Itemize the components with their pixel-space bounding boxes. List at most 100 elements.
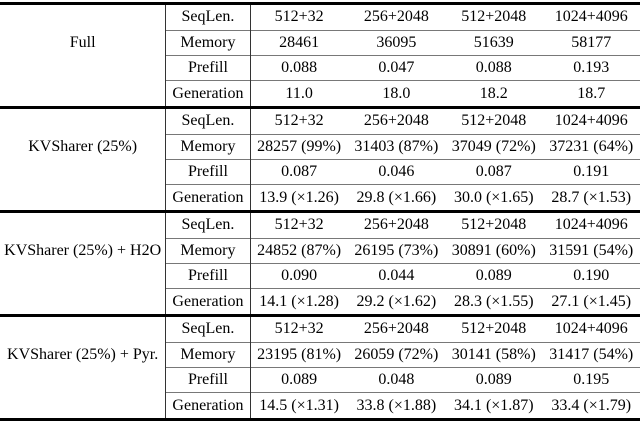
data-cell: 23195 (81%) [250,341,348,368]
data-cell: 58177 [542,29,640,56]
data-cell: 256+2048 [347,2,446,31]
data-cell: 0.087 [250,158,348,185]
row-header: Memory [165,29,251,56]
data-cell: 14.5 (×1.31) [250,392,348,420]
table-row: Full SeqLen. 512+32 256+2048 512+2048 10… [0,2,640,108]
data-cell: 512+2048 [445,2,543,31]
table-row: Prefill 0.089 0.048 0.089 0.195 [0,366,640,393]
data-cell: 31591 (54%) [542,237,640,264]
table-row: KVSharer (25%) SeqLen. 512+32 256+2048 5… [0,105,640,212]
data-cell: 1024+4096 [542,2,640,31]
data-cell: 0.191 [542,158,640,185]
data-cell: 18.0 [347,80,446,108]
data-cell: 31403 (87%) [347,133,446,160]
data-cell: 256+2048 [347,209,446,239]
table-row: Memory 28461 36095 51639 58177 [0,29,640,56]
data-cell: 33.4 (×1.79) [542,392,640,420]
data-cell: 1024+4096 [542,209,640,239]
data-cell: 0.089 [250,366,348,393]
data-cell: 0.090 [250,262,348,289]
data-cell: 512+2048 [445,105,543,135]
data-cell: 0.088 [250,54,348,81]
section-label: Full [0,2,166,108]
data-cell: 26195 (73%) [347,237,446,264]
table-row: Prefill 0.090 0.044 0.089 0.190 [0,262,640,289]
data-cell: 512+32 [250,105,348,135]
data-cell: 0.047 [347,54,446,81]
table-row: Prefill 0.087 0.046 0.087 0.191 [0,158,640,185]
table-row: Generation 14.1 (×1.28) 29.2 (×1.62) 28.… [0,288,640,316]
data-cell: 28.3 (×1.55) [445,288,543,316]
row-header: Prefill [165,366,251,393]
data-cell: 30891 (60%) [445,237,543,264]
data-cell: 27.1 (×1.45) [542,288,640,316]
row-header: SeqLen. [165,313,251,343]
data-cell: 18.2 [445,80,543,108]
table-row: KVSharer (25%) + H2O SeqLen. 512+32 256+… [0,209,640,316]
data-cell: 34.1 (×1.87) [445,392,543,420]
row-header: Generation [165,80,251,108]
data-cell: 0.089 [445,262,543,289]
data-cell: 0.089 [445,366,543,393]
table-row: Memory 28257 (99%) 31403 (87%) 37049 (72… [0,133,640,160]
row-header: SeqLen. [165,105,251,135]
data-cell: 1024+4096 [542,105,640,135]
section-label: KVSharer (25%) + Pyr. [0,313,166,420]
data-cell: 30.0 (×1.65) [445,184,543,212]
data-cell: 37231 (64%) [542,133,640,160]
data-cell: 512+32 [250,209,348,239]
data-cell: 28461 [250,29,348,56]
data-cell: 0.195 [542,366,640,393]
data-cell: 0.046 [347,158,446,185]
data-cell: 0.190 [542,262,640,289]
row-header: Memory [165,341,251,368]
data-cell: 24852 (87%) [250,237,348,264]
data-cell: 11.0 [250,80,348,108]
data-cell: 512+32 [250,313,348,343]
table-row: Generation 13.9 (×1.26) 29.8 (×1.66) 30.… [0,184,640,212]
row-header: Prefill [165,54,251,81]
row-header: Generation [165,288,251,316]
row-header: Memory [165,237,251,264]
data-cell: 33.8 (×1.88) [347,392,446,420]
section-label: KVSharer (25%) + H2O [0,209,166,316]
data-cell: 256+2048 [347,105,446,135]
table-row: Prefill 0.088 0.047 0.088 0.193 [0,54,640,81]
data-cell: 14.1 (×1.28) [250,288,348,316]
data-cell: 0.193 [542,54,640,81]
data-cell: 13.9 (×1.26) [250,184,348,212]
section-label: KVSharer (25%) [0,105,166,212]
data-cell: 0.044 [347,262,446,289]
data-cell: 37049 (72%) [445,133,543,160]
data-cell: 1024+4096 [542,313,640,343]
row-header: Prefill [165,158,251,185]
data-cell: 0.087 [445,158,543,185]
row-header: SeqLen. [165,2,251,31]
table-row: KVSharer (25%) + Pyr. SeqLen. 512+32 256… [0,313,640,420]
table-row: Memory 23195 (81%) 26059 (72%) 30141 (58… [0,341,640,368]
data-cell: 0.088 [445,54,543,81]
data-cell: 512+32 [250,2,348,31]
row-header: SeqLen. [165,209,251,239]
data-cell: 31417 (54%) [542,341,640,368]
row-header: Memory [165,133,251,160]
data-cell: 29.8 (×1.66) [347,184,446,212]
data-cell: 0.048 [347,366,446,393]
data-cell: 18.7 [542,80,640,108]
data-cell: 51639 [445,29,543,56]
data-cell: 512+2048 [445,313,543,343]
row-header: Prefill [165,262,251,289]
data-cell: 30141 (58%) [445,341,543,368]
data-cell: 26059 (72%) [347,341,446,368]
row-header: Generation [165,392,251,420]
data-cell: 29.2 (×1.62) [347,288,446,316]
table-row: Generation 14.5 (×1.31) 33.8 (×1.88) 34.… [0,392,640,420]
data-cell: 36095 [347,29,446,56]
data-cell: 256+2048 [347,313,446,343]
table-row: Generation 11.0 18.0 18.2 18.7 [0,80,640,108]
table-row: Memory 24852 (87%) 26195 (73%) 30891 (60… [0,237,640,264]
row-header: Generation [165,184,251,212]
data-cell: 28.7 (×1.53) [542,184,640,212]
data-cell: 512+2048 [445,209,543,239]
